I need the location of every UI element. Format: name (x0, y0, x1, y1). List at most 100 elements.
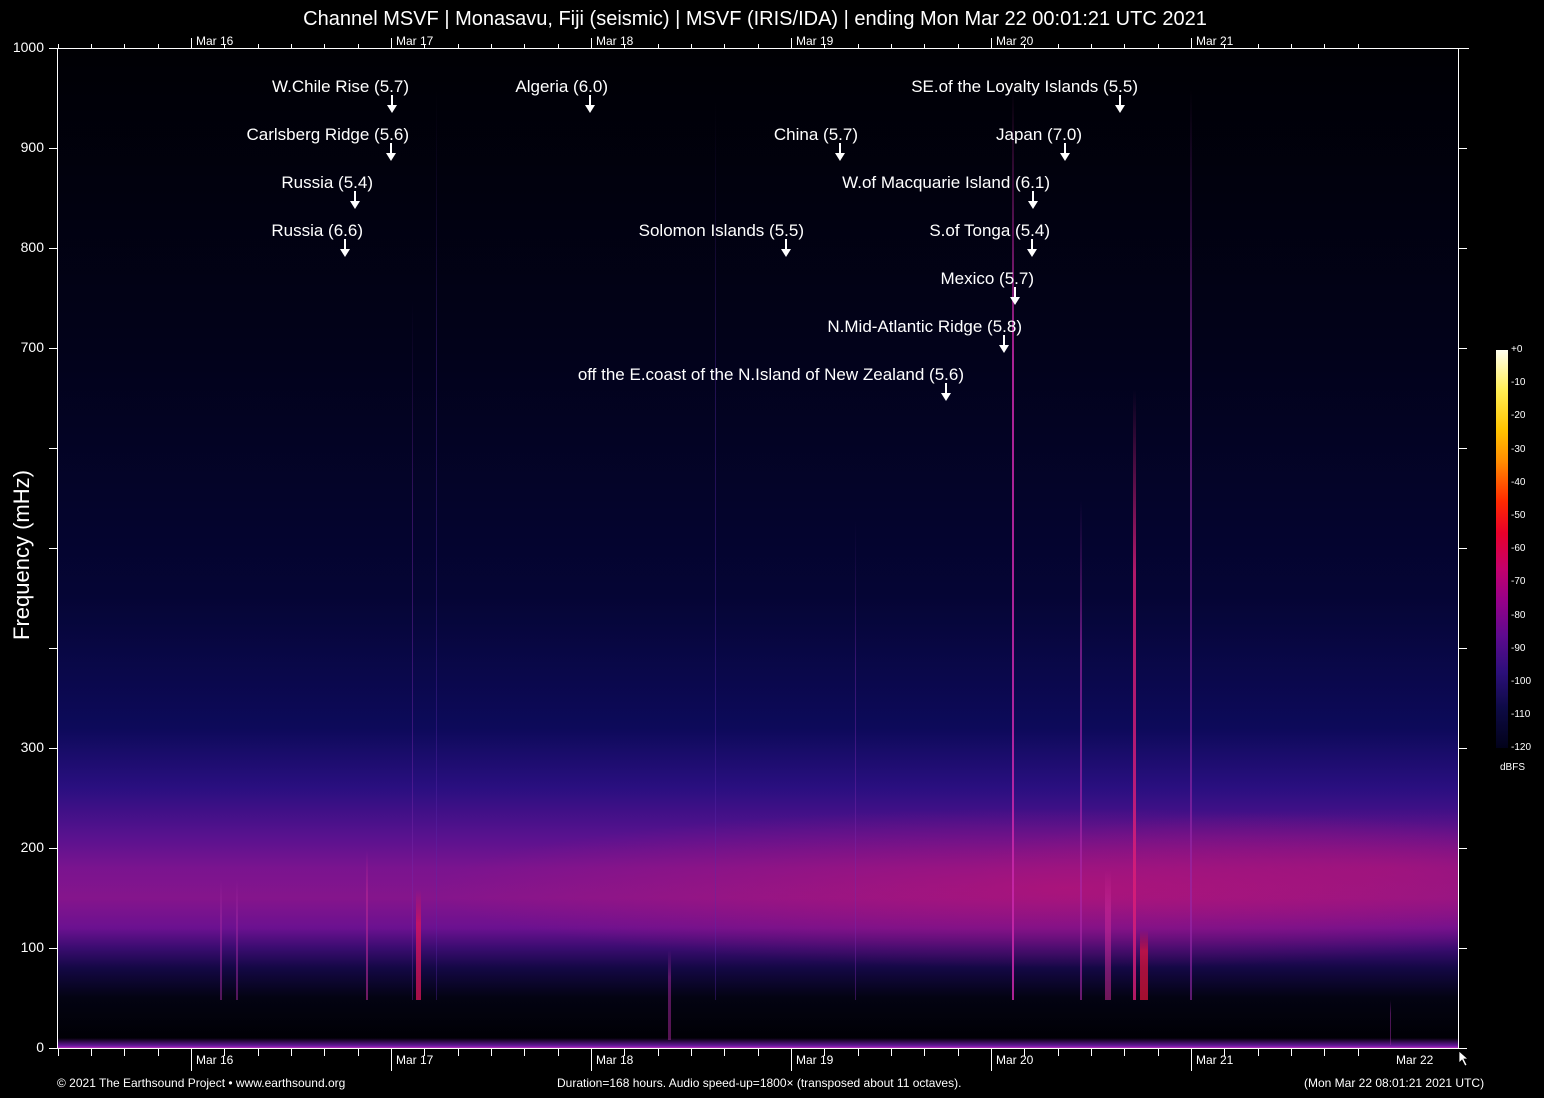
event-streak (416, 890, 421, 1000)
x-minor-tick-top (924, 44, 925, 48)
footer-timestamp: (Mon Mar 22 08:01:21 2021 UTC) (1304, 1076, 1485, 1090)
event-label: Carlsberg Ridge (5.6) (246, 125, 409, 144)
x-major-tick-top (591, 38, 592, 48)
x-minor-tick-top (558, 44, 559, 48)
x-tick-label-top: Mar 20 (996, 34, 1034, 48)
y-tick-left (49, 248, 57, 249)
spectrogram-energy-overlay (57, 48, 1458, 1048)
event-streak (1105, 870, 1111, 1000)
event-streak (715, 100, 716, 1000)
x-minor-tick-top (658, 44, 659, 48)
event-label: W.Chile Rise (5.7) (272, 77, 409, 96)
y-tick-label: 800 (20, 239, 44, 255)
down-arrow-icon (835, 143, 845, 163)
x-minor-tick-bottom (524, 1049, 525, 1056)
x-minor-tick-bottom (558, 1049, 559, 1056)
y-tick-left (49, 148, 57, 149)
event-label: Russia (6.6) (271, 221, 363, 240)
x-major-tick-top (791, 38, 792, 48)
x-minor-tick-top (824, 44, 825, 48)
x-tick-label-bottom: Mar 18 (596, 1053, 634, 1067)
down-arrow-icon (350, 191, 360, 211)
x-tick-label-bottom: Mar 16 (196, 1053, 234, 1067)
spectrogram-plot (57, 48, 1458, 1048)
x-minor-tick-top (158, 44, 159, 48)
event-streak (1133, 390, 1136, 1000)
x-major-tick-top (191, 38, 192, 48)
y-axis-left-line (57, 48, 58, 1049)
event-label: Algeria (6.0) (515, 77, 608, 96)
footer-copyright: © 2021 The Earthsound Project • www.eart… (57, 1076, 346, 1090)
y-tick-right (1459, 348, 1467, 349)
chart-title: Channel MSVF | Monasavu, Fiji (seismic) … (303, 8, 1207, 30)
x-tick-label-bottom: Mar 22 (1396, 1053, 1434, 1067)
event-label: Russia (5.4) (281, 173, 373, 192)
y-tick-label: 700 (20, 339, 44, 355)
down-arrow-icon (340, 239, 350, 259)
y-tick-left (49, 748, 57, 749)
x-minor-tick-top (1024, 44, 1025, 48)
down-arrow-icon (999, 335, 1009, 355)
x-tick-label-top: Mar 18 (596, 34, 634, 48)
event-streak (668, 950, 671, 1040)
down-arrow-icon (1010, 287, 1020, 307)
event-streak (855, 520, 856, 1000)
x-minor-tick-top (1324, 44, 1325, 48)
y-tick-right (1459, 1048, 1467, 1049)
y-axis-right-line (1458, 48, 1459, 1049)
event-streak (1190, 90, 1192, 1000)
x-minor-tick-top (1224, 44, 1225, 48)
event-label: China (5.7) (773, 125, 858, 144)
colorbar (1496, 350, 1508, 748)
x-minor-tick-bottom (724, 1049, 725, 1056)
x-tick-label-top: Mar 19 (796, 34, 834, 48)
x-minor-tick-bottom (91, 1049, 92, 1056)
down-arrow-icon (1060, 143, 1070, 163)
x-minor-tick-top (491, 44, 492, 48)
x-minor-tick-top (758, 44, 759, 48)
y-tick-right (1459, 48, 1467, 49)
event-label: off the E.coast of the N.Island of New Z… (577, 365, 964, 384)
down-arrow-icon (781, 239, 791, 259)
event-label: N.Mid-Atlantic Ridge (5.8) (827, 317, 1022, 336)
colorbar-tick-label: -60 (1511, 543, 1526, 555)
x-tick-label-top: Mar 16 (196, 34, 234, 48)
x-axis-top-line (57, 48, 1469, 49)
x-minor-tick-top (291, 44, 292, 48)
x-minor-tick-top (424, 44, 425, 48)
x-minor-tick-bottom (691, 1049, 692, 1056)
y-tick-left (49, 548, 57, 549)
x-minor-tick-bottom (58, 1049, 59, 1056)
y-tick-label: 1000 (12, 39, 44, 55)
event-label: SE.of the Loyalty Islands (5.5) (911, 77, 1138, 96)
x-minor-tick-bottom (291, 1049, 292, 1056)
x-major-tick-top (391, 38, 392, 48)
event-streak (366, 850, 368, 1000)
x-minor-tick-bottom (1224, 1049, 1225, 1056)
x-minor-tick-top (324, 44, 325, 48)
x-minor-tick-top (358, 44, 359, 48)
colorbar-tick-label: -120 (1511, 742, 1532, 754)
x-tick-label-top: Mar 21 (1196, 34, 1234, 48)
x-major-tick-bottom (991, 1049, 992, 1071)
x-minor-tick-bottom (1291, 1049, 1292, 1056)
y-tick-right (1459, 248, 1467, 249)
event-label: Japan (7.0) (996, 125, 1082, 144)
down-arrow-icon (1115, 95, 1125, 115)
x-minor-tick-bottom (1158, 1049, 1159, 1056)
x-minor-tick-bottom (358, 1049, 359, 1056)
down-arrow-icon (387, 95, 397, 115)
y-tick-left (49, 48, 57, 49)
x-tick-label-bottom: Mar 19 (796, 1053, 834, 1067)
event-label: Mexico (5.7) (940, 269, 1034, 288)
x-minor-tick-bottom (1324, 1049, 1325, 1056)
x-tick-label-top: Mar 17 (396, 34, 434, 48)
x-minor-tick-top (524, 44, 525, 48)
y-tick-left (49, 1048, 57, 1049)
x-minor-tick-bottom (324, 1049, 325, 1056)
x-minor-tick-top (1358, 44, 1359, 48)
y-tick-right (1459, 148, 1467, 149)
event-label: W.of Macquarie Island (6.1) (842, 173, 1050, 192)
x-minor-tick-bottom (824, 1049, 825, 1056)
x-minor-tick-bottom (491, 1049, 492, 1056)
